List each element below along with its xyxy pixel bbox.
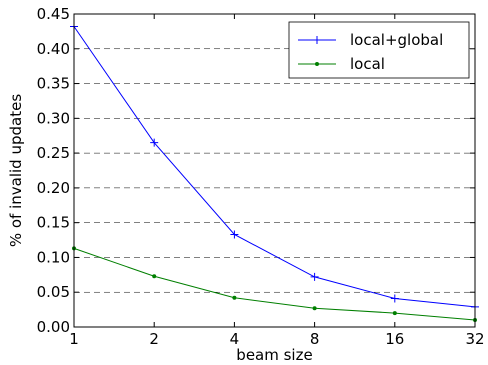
data-point [150,138,159,147]
legend: local+global local [288,21,470,79]
y-tick-label: 0.30 [37,109,70,127]
x-tick-label: 16 [385,330,404,348]
data-point [390,294,399,303]
data-point [152,274,157,279]
x-tick-label: 2 [149,330,159,348]
legend-marker-local [315,62,319,66]
x-axis-label: beam size [236,346,312,364]
data-point [232,295,237,300]
x-tick-label: 4 [230,330,240,348]
data-point [310,272,319,281]
y-tick-label: 0.40 [37,40,70,58]
y-tick-label: 0.25 [37,144,70,162]
y-tick-label: 0.15 [37,214,70,232]
axis-ticks: 0.00 0.05 0.10 0.15 0.20 0.25 0.30 0.35 0.40 0.45… [37,5,485,348]
series-line [73,247,476,321]
data-point [312,306,317,311]
series-local [72,246,477,323]
legend-label-local: local [350,55,385,73]
y-axis-label: % of invalid updates [7,94,25,247]
plot-frame [73,13,476,328]
x-tick-label: 32 [465,330,484,348]
x-tick-label: 8 [310,330,320,348]
legend-box [288,21,470,79]
series-layer [70,22,479,323]
y-tick-label: 0.20 [37,179,70,197]
x-tick-label: 1 [69,330,79,348]
y-tick-label: 0.05 [37,283,70,301]
legend-marker-local-global [313,36,321,44]
y-tick-label: 0.45 [37,5,70,23]
legend-label-local-global: local+global [350,31,443,49]
y-tick-label: 0.00 [37,318,70,336]
data-point [392,311,397,316]
data-point [230,230,239,239]
y-tick-label: 0.10 [37,248,70,266]
series-line [73,26,476,308]
y-tick-label: 0.35 [37,75,70,93]
